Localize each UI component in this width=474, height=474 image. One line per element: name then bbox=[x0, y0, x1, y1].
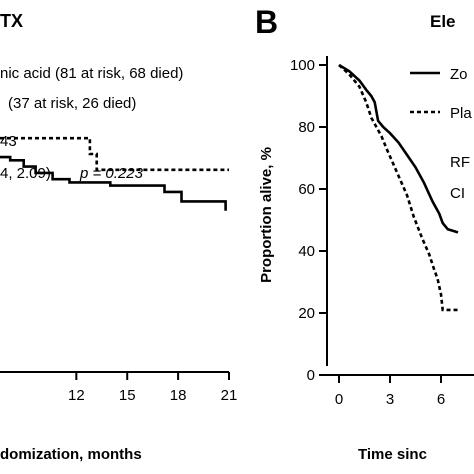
panel-a-stat-line-1: 43 bbox=[0, 133, 17, 150]
panel-b-y-tick-label-100: 100 bbox=[290, 57, 315, 74]
panel-b-x-tick-label-3: 3 bbox=[386, 391, 394, 408]
panel-b-series-dashed bbox=[338, 64, 458, 312]
panel-a-title: TX bbox=[0, 11, 23, 31]
panel-a-stat-line-2: 4, 2.09) bbox=[0, 165, 51, 182]
panel-a-x-tick-label-18: 18 bbox=[170, 387, 187, 404]
panel-a-legend-entry-1: nic acid (81 at risk, 68 died) bbox=[0, 65, 183, 82]
panel-a-legend-entry-2: (37 at risk, 26 died) bbox=[8, 95, 136, 112]
panel-b-legend-entry-2: Pla bbox=[450, 105, 472, 122]
panel-b-stat-line-2: CI bbox=[450, 185, 465, 202]
panel-a-x-tick-label-21: 21 bbox=[221, 387, 238, 404]
panel-a-x-tick-label-15: 15 bbox=[119, 387, 136, 404]
panel-b-x-tick-label-0: 0 bbox=[335, 391, 343, 408]
panel-b-series-solid bbox=[338, 63, 459, 234]
panel-a-series-dashed bbox=[0, 136, 229, 172]
panel-a-series-solid bbox=[0, 155, 227, 211]
panel-b-x-tick-label-6: 6 bbox=[437, 391, 445, 408]
panel-b-y-tick-label-0: 0 bbox=[307, 367, 315, 384]
panel-b-y-tick-label-80: 80 bbox=[298, 119, 315, 136]
panel-b-x-label: Time sinc bbox=[358, 446, 427, 463]
panel-b-title: Ele bbox=[430, 12, 456, 31]
panel-b-legend-entry-1: Zo bbox=[450, 66, 468, 83]
panel-b-y-tick-label-60: 60 bbox=[298, 181, 315, 198]
panel-b-y-tick-label-20: 20 bbox=[298, 305, 315, 322]
panel-b-stat-line-1: RF bbox=[450, 154, 470, 171]
panel-b-y-label: Proportion alive, % bbox=[258, 147, 275, 283]
panel-a-x-label: domization, months bbox=[0, 446, 142, 463]
panel-a-p-value: p = 0.223 bbox=[79, 165, 144, 182]
panel-a-plot-area: 12 15 18 21 bbox=[0, 136, 238, 404]
panel-b-y-tick-label-40: 40 bbox=[298, 243, 315, 260]
panel-b-letter: B bbox=[255, 4, 278, 40]
panel-a-x-tick-label-12: 12 bbox=[68, 387, 85, 404]
